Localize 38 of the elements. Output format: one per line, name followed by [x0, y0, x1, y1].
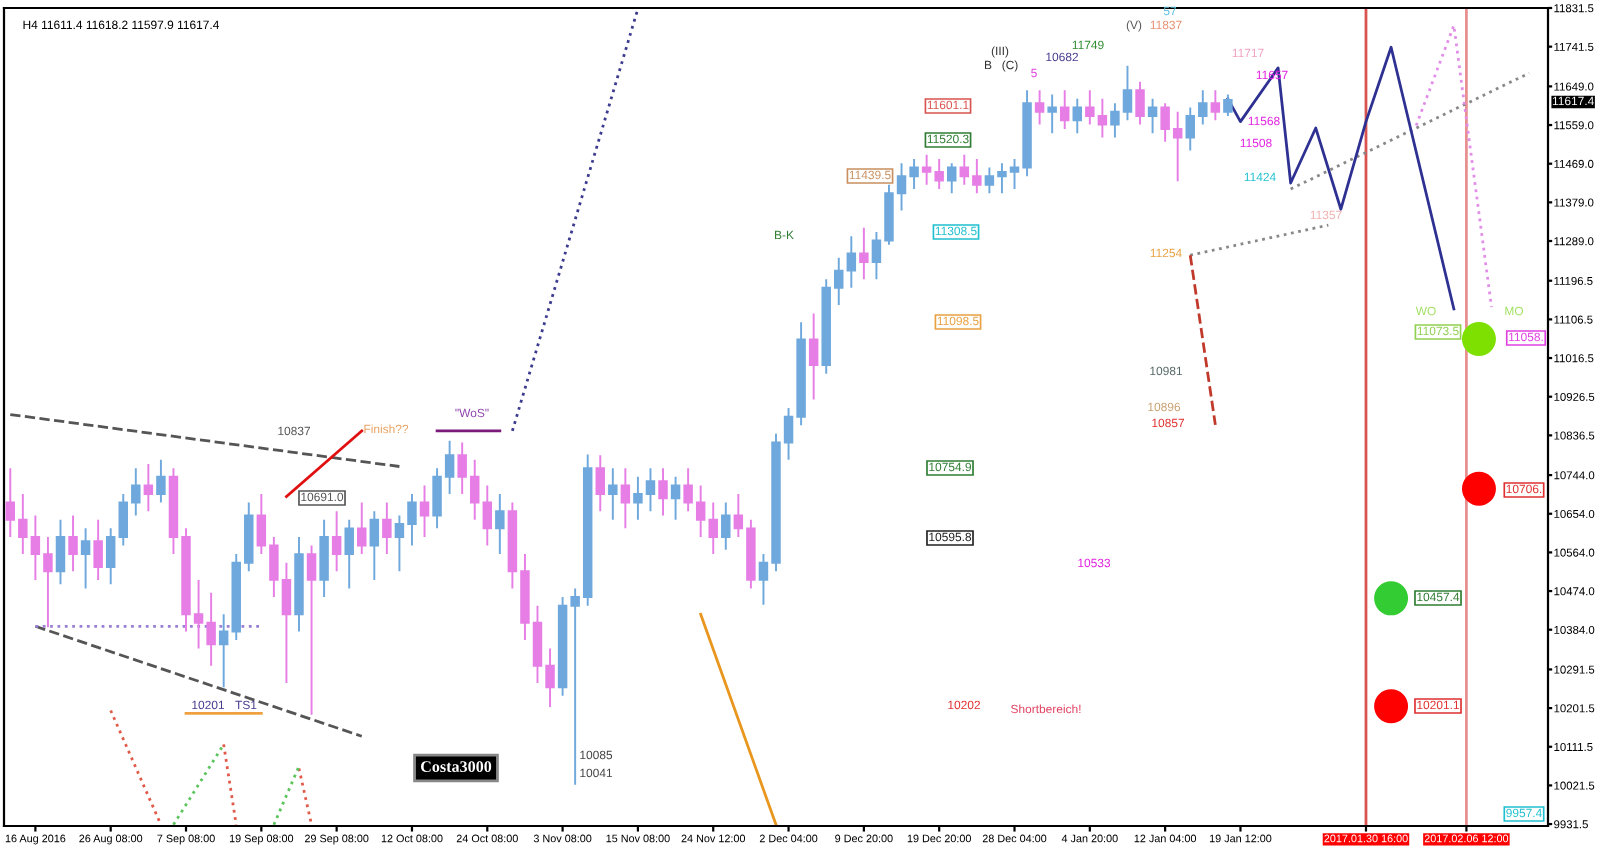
candlestick: [306, 544, 317, 716]
candlestick: [68, 514, 78, 573]
point: [1374, 689, 1409, 724]
point: [1461, 321, 1496, 356]
candlestick: [1147, 97, 1158, 135]
candlestick: [1072, 97, 1082, 135]
candlestick: [1223, 93, 1233, 117]
candlestick: [808, 312, 819, 401]
candlestick: [331, 510, 342, 573]
candlestick: [319, 518, 329, 599]
candlestick: [595, 454, 605, 513]
candlestick: [608, 467, 618, 521]
candlestick: [670, 475, 681, 521]
candlestick: [1059, 89, 1070, 130]
candlestick: [105, 527, 116, 586]
candlestick: [344, 518, 354, 590]
candlestick: [482, 484, 493, 547]
point: [1461, 471, 1496, 506]
candlestick: [1047, 93, 1057, 135]
candlestick: [382, 501, 392, 556]
candlestick: [1034, 89, 1045, 126]
candlestick: [859, 226, 869, 281]
candlestick: [1210, 89, 1221, 122]
candlestick: [721, 501, 731, 551]
candlestick: [156, 458, 166, 504]
candlestick: [658, 467, 668, 517]
candlestick: [357, 501, 367, 556]
candlestick: [1135, 80, 1145, 126]
candlestick: [143, 462, 154, 513]
candlestick: [93, 518, 103, 581]
candlestick: [369, 510, 380, 581]
point: [1374, 581, 1409, 616]
candlestick: [495, 493, 505, 556]
candlestick: [947, 162, 957, 195]
annotation: Costa3000: [420, 761, 492, 773]
candlestick: [80, 527, 91, 590]
candlestick: [620, 467, 631, 530]
candlestick: [294, 535, 304, 633]
